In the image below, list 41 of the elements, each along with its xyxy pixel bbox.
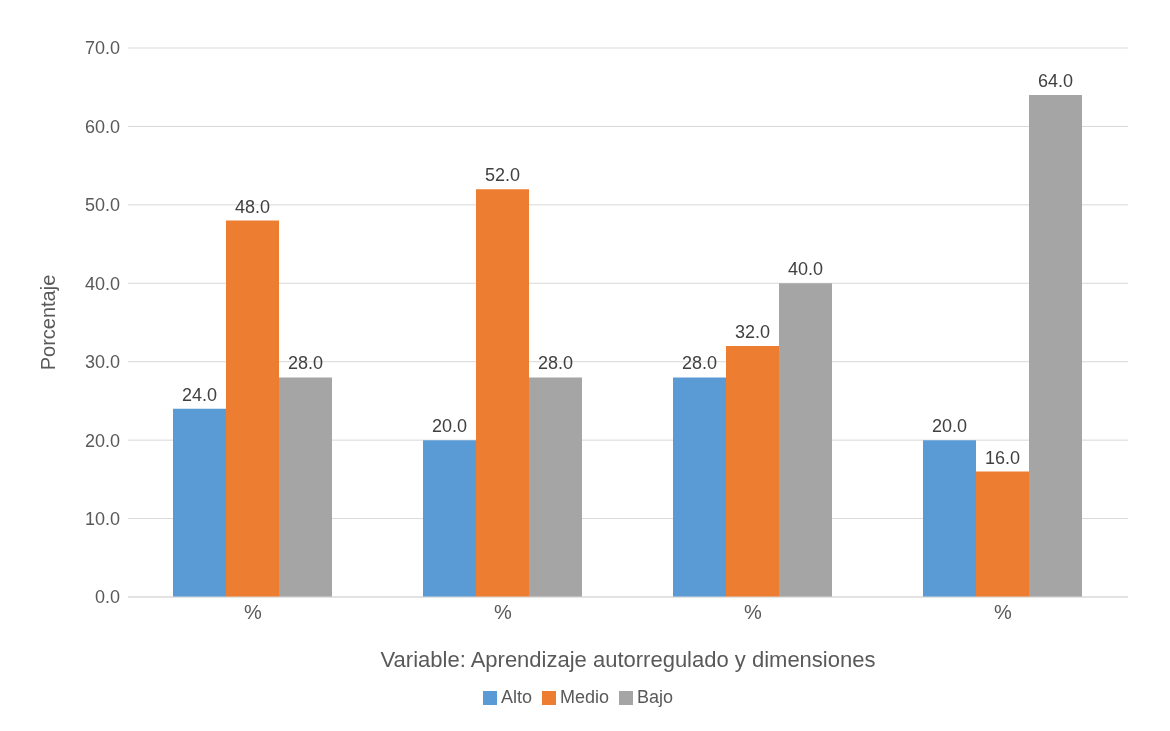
bar bbox=[423, 440, 476, 597]
bar bbox=[673, 377, 726, 597]
x-tick-label: % bbox=[244, 601, 263, 624]
x-tick-label: % bbox=[494, 601, 513, 624]
data-label: 20.0 bbox=[431, 416, 468, 437]
legend-label: Alto bbox=[500, 687, 532, 707]
x-tick-label: % bbox=[994, 601, 1013, 624]
y-tick-label: 10.0 bbox=[84, 508, 120, 529]
bar bbox=[173, 408, 226, 597]
y-tick-label: 60.0 bbox=[84, 116, 120, 137]
data-label: 28.0 bbox=[287, 353, 324, 374]
data-label: 20.0 bbox=[931, 416, 968, 437]
x-tick-label: % bbox=[744, 601, 763, 624]
data-label: 64.0 bbox=[1037, 71, 1074, 92]
bar bbox=[923, 440, 976, 597]
y-tick-label: 70.0 bbox=[84, 38, 120, 59]
data-label: 32.0 bbox=[734, 322, 771, 343]
y-tick-label: 40.0 bbox=[84, 273, 120, 294]
y-axis-title: Porcentaje bbox=[37, 274, 60, 371]
data-label: 48.0 bbox=[234, 196, 271, 217]
data-label: 28.0 bbox=[681, 353, 718, 374]
bar bbox=[279, 377, 332, 597]
data-label: 52.0 bbox=[484, 165, 521, 186]
y-tick-label: 20.0 bbox=[84, 430, 120, 451]
data-label: 16.0 bbox=[984, 447, 1021, 468]
legend-label: Bajo bbox=[637, 687, 674, 707]
data-label: 28.0 bbox=[537, 353, 574, 374]
legend-label: Medio bbox=[559, 687, 610, 707]
data-label: 24.0 bbox=[181, 384, 218, 405]
y-tick-label: 30.0 bbox=[84, 352, 120, 373]
bar bbox=[1029, 95, 1082, 597]
bar bbox=[976, 471, 1029, 597]
bar bbox=[226, 220, 279, 597]
y-tick-label: 50.0 bbox=[84, 195, 120, 216]
data-label: 40.0 bbox=[787, 259, 824, 280]
bar bbox=[779, 283, 832, 597]
bar bbox=[726, 346, 779, 597]
y-tick-label: 0.0 bbox=[94, 587, 120, 608]
bar bbox=[529, 377, 582, 597]
bar bbox=[476, 189, 529, 597]
x-axis-title: Variable: Aprendizaje autorregulado y dimensiones bbox=[380, 647, 876, 672]
